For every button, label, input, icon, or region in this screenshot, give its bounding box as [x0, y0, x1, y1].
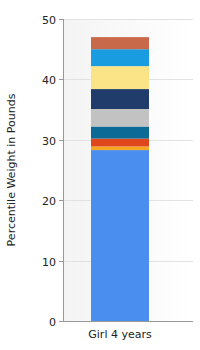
tick-mark: [59, 140, 63, 141]
tick-mark: [59, 19, 63, 20]
bar-segment: [91, 139, 149, 147]
x-axis: [63, 321, 193, 322]
bar-segment: [91, 150, 149, 321]
tick-label: 50: [42, 14, 56, 27]
grid-line: [63, 321, 193, 322]
bar-segment: [91, 127, 149, 139]
tick-mark: [59, 261, 63, 262]
tick-label: 10: [42, 256, 56, 269]
chart: 0 10 20 30 40 50 Girl 4 years Percentile Weight…: [0, 0, 200, 350]
bar-segment: [91, 37, 149, 49]
bar-segment: [91, 146, 149, 150]
plot-background: [63, 19, 193, 321]
tick-label: 20: [42, 195, 56, 208]
grid-line: [63, 19, 193, 20]
tick-label: 40: [42, 74, 56, 87]
tick-mark: [59, 79, 63, 80]
tick-label: 0: [49, 316, 56, 329]
bar-segment: [91, 66, 149, 89]
tick-mark: [59, 200, 63, 201]
category-label: Girl 4 years: [88, 328, 152, 341]
bar-segment: [91, 109, 149, 127]
bar-segment: [91, 89, 149, 109]
y-axis: [63, 19, 64, 321]
tick-mark: [59, 321, 63, 322]
tick-label: 30: [42, 135, 56, 148]
y-axis-label: Percentile Weight in Pounds: [5, 93, 18, 246]
bars: [91, 37, 149, 321]
bar-segment: [91, 49, 149, 66]
